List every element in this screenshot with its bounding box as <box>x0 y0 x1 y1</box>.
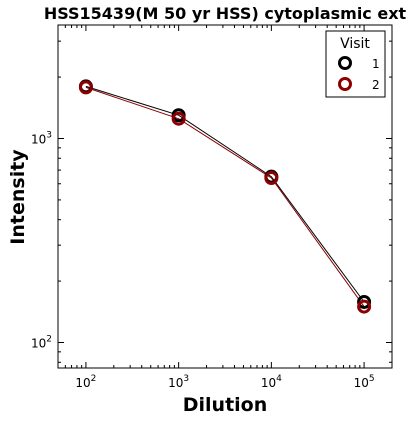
plot-area-frame <box>57 24 393 369</box>
x-tick-label-base: 10 <box>354 376 369 390</box>
legend-title: Visit <box>340 36 370 52</box>
x-tick-label-exponent: 2 <box>91 374 97 384</box>
y-tick-label-exponent: 2 <box>46 335 52 345</box>
legend-box <box>325 30 386 98</box>
series-2-point <box>78 80 93 95</box>
series-2-point <box>264 171 279 186</box>
x-tick-label-base: 10 <box>75 376 90 390</box>
series-1-line <box>85 85 365 303</box>
x-tick-label: 103 <box>168 374 189 390</box>
series-2-line <box>85 86 365 307</box>
x-tick-label: 104 <box>261 374 282 390</box>
x-tick-label-base: 10 <box>168 376 183 390</box>
x-tick-label-exponent: 5 <box>369 374 375 384</box>
x-tick-label-base: 10 <box>261 376 276 390</box>
series-layer <box>78 79 372 314</box>
x-tick-label: 105 <box>354 374 375 390</box>
legend: Visit 12 <box>325 30 386 98</box>
legend-items: 12 <box>338 56 380 92</box>
chart-title: HSS15439(M 50 yr HSS) cytoplasmic ext <box>44 4 407 23</box>
x-tick-label: 102 <box>75 374 96 390</box>
series-1-point <box>357 294 372 309</box>
y-tick-label: 102 <box>31 335 52 351</box>
legend-label-2: 2 <box>372 78 380 92</box>
legend-marker-2 <box>338 77 352 91</box>
x-tick-label-exponent: 3 <box>183 374 189 384</box>
series-2-point <box>357 299 372 314</box>
y-tick-label-exponent: 3 <box>46 130 52 140</box>
legend-marker-1 <box>338 56 352 70</box>
y-tick-label-base: 10 <box>31 337 46 351</box>
x-tick-label-exponent: 4 <box>276 374 282 384</box>
y-tick-label-base: 10 <box>31 132 46 146</box>
legend-label-1: 1 <box>372 57 380 71</box>
x-axis-label: Dilution <box>183 394 268 416</box>
series-2-point <box>171 111 186 126</box>
y-axis-label: Intensity <box>7 149 29 245</box>
y-tick-label: 103 <box>31 130 52 146</box>
